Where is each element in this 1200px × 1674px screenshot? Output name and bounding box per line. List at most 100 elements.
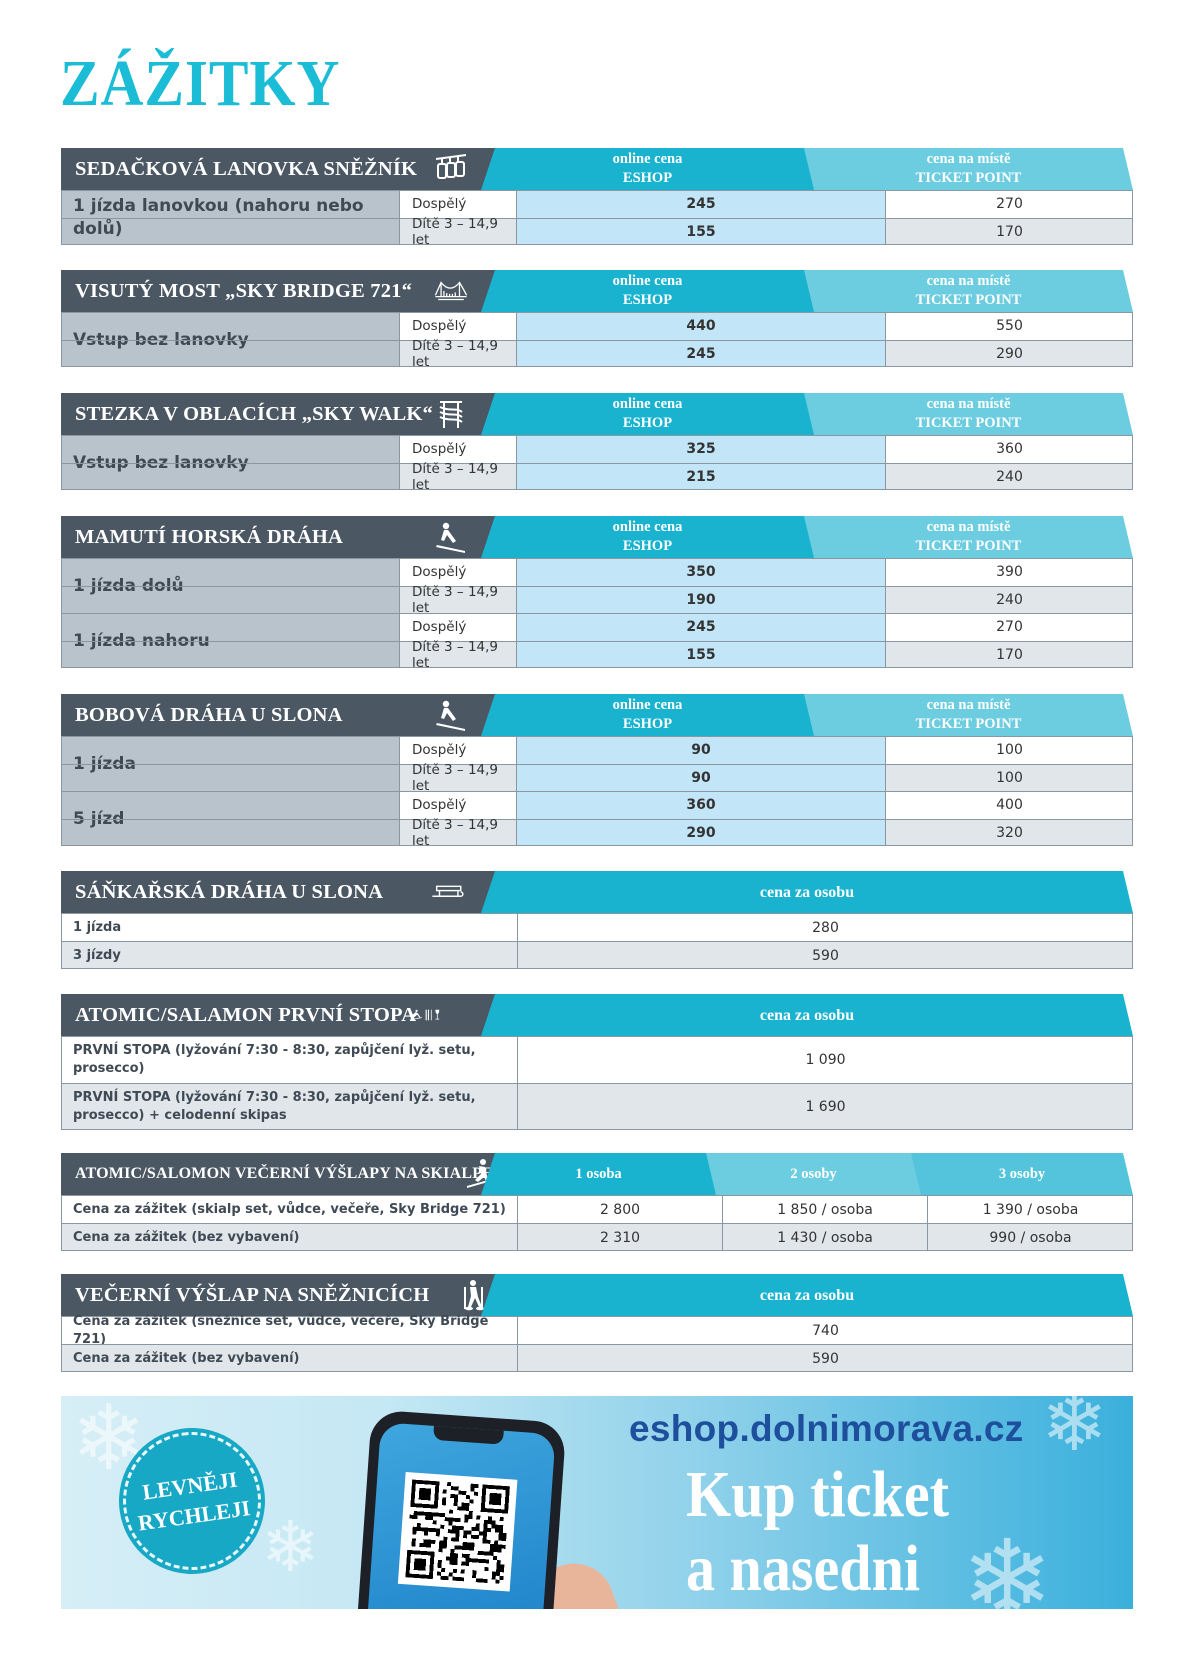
eshop-price: 440 xyxy=(516,313,885,340)
section-header: VISUTÝ MOST „SKY BRIDGE 721“ cena na mís… xyxy=(61,270,1133,312)
ticket-point-price: 360 xyxy=(885,436,1133,463)
section-header: VEČERNÍ VÝŠLAP NA SNĚŽNICÍCH cena za oso… xyxy=(61,1274,1133,1316)
age-category: Dospělý xyxy=(399,737,516,764)
age-category: Dospělý xyxy=(399,559,516,586)
eshop-header: online cena ESHOP xyxy=(481,148,814,190)
price-row: Dospělý 440 550 xyxy=(61,312,1133,340)
eshop-label-1: online cena xyxy=(612,697,683,713)
eshop-label-1: online cena xyxy=(612,519,683,535)
col-label: 3 osoby xyxy=(998,1165,1046,1182)
eshop-price: 325 xyxy=(516,436,885,463)
eshop-url[interactable]: eshop.dolnimorava.cz xyxy=(629,1408,1024,1449)
ticket-point-price: 100 xyxy=(885,737,1133,764)
price-1-person: 2 800 xyxy=(517,1196,722,1223)
eshop-header: online cena ESHOP xyxy=(481,516,814,558)
col-2-header: 2 osoby xyxy=(706,1153,921,1195)
per-person-header: cena za osobu xyxy=(481,871,1133,913)
experience-label: Cena za zážitek (bez vybavení) xyxy=(73,1229,300,1245)
price-3-persons: 1 390 / osoba xyxy=(927,1196,1133,1223)
section-title: BOBOVÁ DRÁHA U SLONA xyxy=(75,703,343,726)
slogan: Kup ticket a nasedni xyxy=(686,1458,949,1606)
eshop-price: 245 xyxy=(516,614,885,641)
evening-ski-section: ATOMIC/SALOMON VEČERNÍ VÝŠLAPY NA SKIALP… xyxy=(61,1153,1133,1251)
ticket-point-price: 290 xyxy=(885,340,1133,367)
ticket-point-label-1: cena na místě xyxy=(926,697,1011,713)
snowshoe-icon xyxy=(456,1279,490,1311)
eshop-label-1: online cena xyxy=(612,396,683,412)
qr-code-icon[interactable] xyxy=(397,1472,518,1592)
eshop-price: 215 xyxy=(516,463,885,490)
ticket-point-price: 270 xyxy=(885,191,1133,218)
age-category: Dospělý xyxy=(399,191,516,218)
ticket-point-price: 400 xyxy=(885,792,1133,819)
per-person-header: cena za osobu xyxy=(481,1274,1133,1316)
ticket-point-price: 270 xyxy=(885,614,1133,641)
ticket-point-header: cena na místě TICKET POINT xyxy=(804,393,1133,435)
snowflake-icon: ❄ xyxy=(261,1506,320,1588)
eshop-label-1: online cena xyxy=(612,151,683,167)
age-category: Dítě 3 – 14,9 let xyxy=(399,584,516,616)
eshop-header: online cena ESHOP xyxy=(481,270,814,312)
price-row: 3 jízdy 590 xyxy=(61,941,1133,969)
ticket-point-price: 240 xyxy=(885,463,1133,490)
ticket-point-price: 170 xyxy=(885,218,1133,245)
skier-icon xyxy=(409,999,443,1031)
price-row: Cena za zážitek (bez vybavení) 2 310 1 4… xyxy=(61,1223,1133,1251)
section-header: ATOMIC/SALOMON VEČERNÍ VÝŠLAPY NA SKIALP… xyxy=(61,1153,1133,1195)
snowshoe-section: VEČERNÍ VÝŠLAP NA SNĚŽNICÍCH cena za oso… xyxy=(61,1274,1133,1372)
age-category: Dospělý xyxy=(399,614,516,641)
eshop-header: online cena ESHOP xyxy=(481,694,814,736)
price: 1 090 xyxy=(517,1037,1133,1083)
price-row: Dospělý 325 360 xyxy=(61,435,1133,463)
section-title: VISUTÝ MOST „SKY BRIDGE 721“ xyxy=(75,279,413,302)
col-label: 1 osoba xyxy=(575,1165,622,1182)
age-category: Dítě 3 – 14,9 let xyxy=(399,639,516,671)
page-title: ZÁŽITKY xyxy=(60,47,341,120)
ride-label: 1 jízda xyxy=(73,919,122,935)
sledge-section: SÁŇKAŘSKÁ DRÁHA U SLONA cena za osobu 1 … xyxy=(61,871,1133,969)
price-row: Dítě 3 – 14,9 let 90 100 xyxy=(61,762,1133,794)
experience-label: PRVNÍ STOPA (lyžování 7:30 - 8:30, zapůj… xyxy=(73,1043,476,1076)
snowflake-icon: ❄ xyxy=(1041,1396,1109,1469)
col-label: 2 osoby xyxy=(790,1165,837,1182)
price: 590 xyxy=(517,1345,1133,1372)
eshop-label-1: online cena xyxy=(612,273,683,289)
eshop-label-2: ESHOP xyxy=(622,292,673,308)
age-category: Dítě 3 – 14,9 let xyxy=(399,338,516,370)
section-title: SEDAČKOVÁ LANOVKA SNĚŽNÍK xyxy=(75,157,418,180)
experience-label: Cena za zážitek (skialp set, vůdce, veče… xyxy=(73,1201,506,1217)
section-title: ATOMIC/SALOMON VEČERNÍ VÝŠLAPY NA SKIALP… xyxy=(75,1165,518,1182)
section-title-bar: BOBOVÁ DRÁHA U SLONA xyxy=(61,694,501,736)
per-person-label: cena za osobu xyxy=(759,883,855,901)
section-title: ATOMIC/SALAMON PRVNÍ STOPA xyxy=(75,1003,417,1026)
experience-label: Cena za zážitek (sněžnice set, vůdce, ve… xyxy=(73,1313,489,1347)
age-category: Dítě 3 – 14,9 let xyxy=(399,461,516,493)
experience-label: Cena za zážitek (bez vybavení) xyxy=(73,1350,300,1366)
ticket-point-label-1: cena na místě xyxy=(926,273,1011,289)
section-title: MAMUTÍ HORSKÁ DRÁHA xyxy=(75,525,344,548)
section-title-bar: VISUTÝ MOST „SKY BRIDGE 721“ xyxy=(61,270,501,312)
price-2-persons: 1 850 / osoba xyxy=(722,1196,927,1223)
section-title-bar: SÁŇKAŘSKÁ DRÁHA U SLONA xyxy=(61,871,501,913)
sledge-icon xyxy=(431,876,465,908)
eshop-price: 155 xyxy=(516,218,885,245)
slogan-line-2: a nasedni xyxy=(686,1532,921,1605)
eshop-banner[interactable]: ❄ ❄ ❄ ❄ LEVNĚJI RYCHLEJI eshop.dolnimora… xyxy=(61,1396,1133,1609)
ticket-point-label-2: TICKET POINT xyxy=(915,538,1022,554)
section-header: SÁŇKAŘSKÁ DRÁHA U SLONA cena za osobu xyxy=(61,871,1133,913)
eshop-price: 350 xyxy=(516,559,885,586)
section-title: VEČERNÍ VÝŠLAP NA SNĚŽNICÍCH xyxy=(75,1283,430,1306)
section-header: ATOMIC/SALAMON PRVNÍ STOPA cena za osobu xyxy=(61,994,1133,1036)
eshop-price: 290 xyxy=(516,819,885,846)
col-1-header: 1 osoba xyxy=(481,1153,716,1195)
section-header: STEZKA V OBLACÍCH „SKY WALK“ cena na mís… xyxy=(61,393,1133,435)
price-row: Dítě 3 – 14,9 let 290 320 xyxy=(61,817,1133,849)
section-title-bar: MAMUTÍ HORSKÁ DRÁHA xyxy=(61,516,501,558)
price-row: Dospělý 90 100 xyxy=(61,736,1133,764)
ticket-point-header: cena na místě TICKET POINT xyxy=(804,516,1133,558)
ticket-point-price: 320 xyxy=(885,819,1133,846)
section-header: SEDAČKOVÁ LANOVKA SNĚŽNÍK cena na místě … xyxy=(61,148,1133,190)
eshop-price: 360 xyxy=(516,792,885,819)
price-row: Dítě 3 – 14,9 let 155 170 xyxy=(61,216,1133,248)
price-row: Dospělý 245 270 xyxy=(61,613,1133,641)
